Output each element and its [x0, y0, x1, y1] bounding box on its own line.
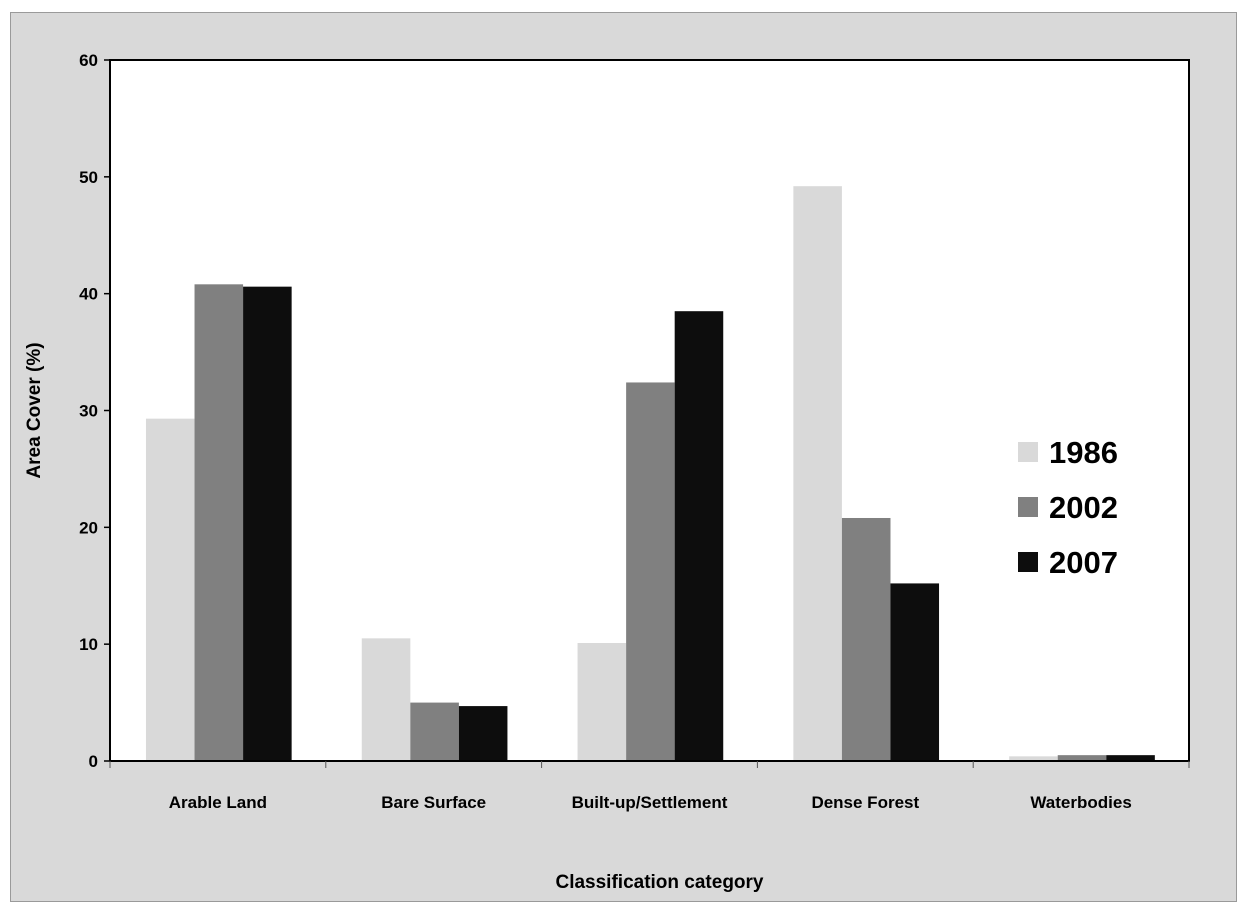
bar-1986	[1009, 756, 1058, 761]
bar-2007	[458, 706, 508, 761]
y-tick-label: 10	[79, 635, 98, 654]
x-tick-label: Waterbodies	[1030, 793, 1131, 812]
y-tick-label: 30	[79, 402, 98, 421]
legend-label-2002: 2002	[1049, 490, 1118, 525]
x-tick-label: Bare Surface	[381, 793, 486, 812]
bar-2002	[1057, 755, 1107, 761]
bar-2002	[841, 517, 891, 761]
bar-1986	[145, 418, 195, 761]
bar-2007	[243, 286, 292, 761]
y-axis-title: Area Cover (%)	[24, 342, 45, 478]
y-tick-label: 20	[79, 518, 98, 537]
bar-1986	[793, 186, 842, 761]
x-tick-label: Dense Forest	[811, 793, 919, 812]
bar-2007	[1106, 755, 1155, 761]
legend-swatch-1986	[1018, 442, 1038, 462]
bar-2002	[410, 702, 459, 761]
y-tick-label: 40	[79, 285, 98, 304]
bars-layer	[145, 186, 1155, 761]
y-tick-label: 60	[79, 51, 98, 70]
bar-2002	[626, 382, 675, 761]
y-tick-label: 50	[79, 168, 98, 187]
x-tick-label: Arable Land	[169, 793, 267, 812]
bar-2002	[194, 284, 244, 761]
legend-swatch-2002	[1018, 497, 1038, 517]
legend-swatch-2007	[1018, 552, 1038, 572]
bar-2007	[674, 311, 724, 761]
legend: 1986 2002 2007	[1018, 435, 1118, 580]
legend-label-1986: 1986	[1049, 435, 1118, 470]
legend-label-2007: 2007	[1049, 545, 1118, 580]
bar-2007	[890, 583, 940, 761]
axes-layer: 0 10 20 30 40 50 60 Arable Land Bare Surface Buil…	[79, 51, 1190, 812]
x-tick-label: Built-up/Settlement	[572, 793, 728, 812]
bar-1986	[577, 642, 627, 761]
x-axis-title: Classification category	[555, 872, 763, 893]
y-tick-label: 0	[89, 752, 98, 771]
bar-1986	[361, 638, 411, 761]
